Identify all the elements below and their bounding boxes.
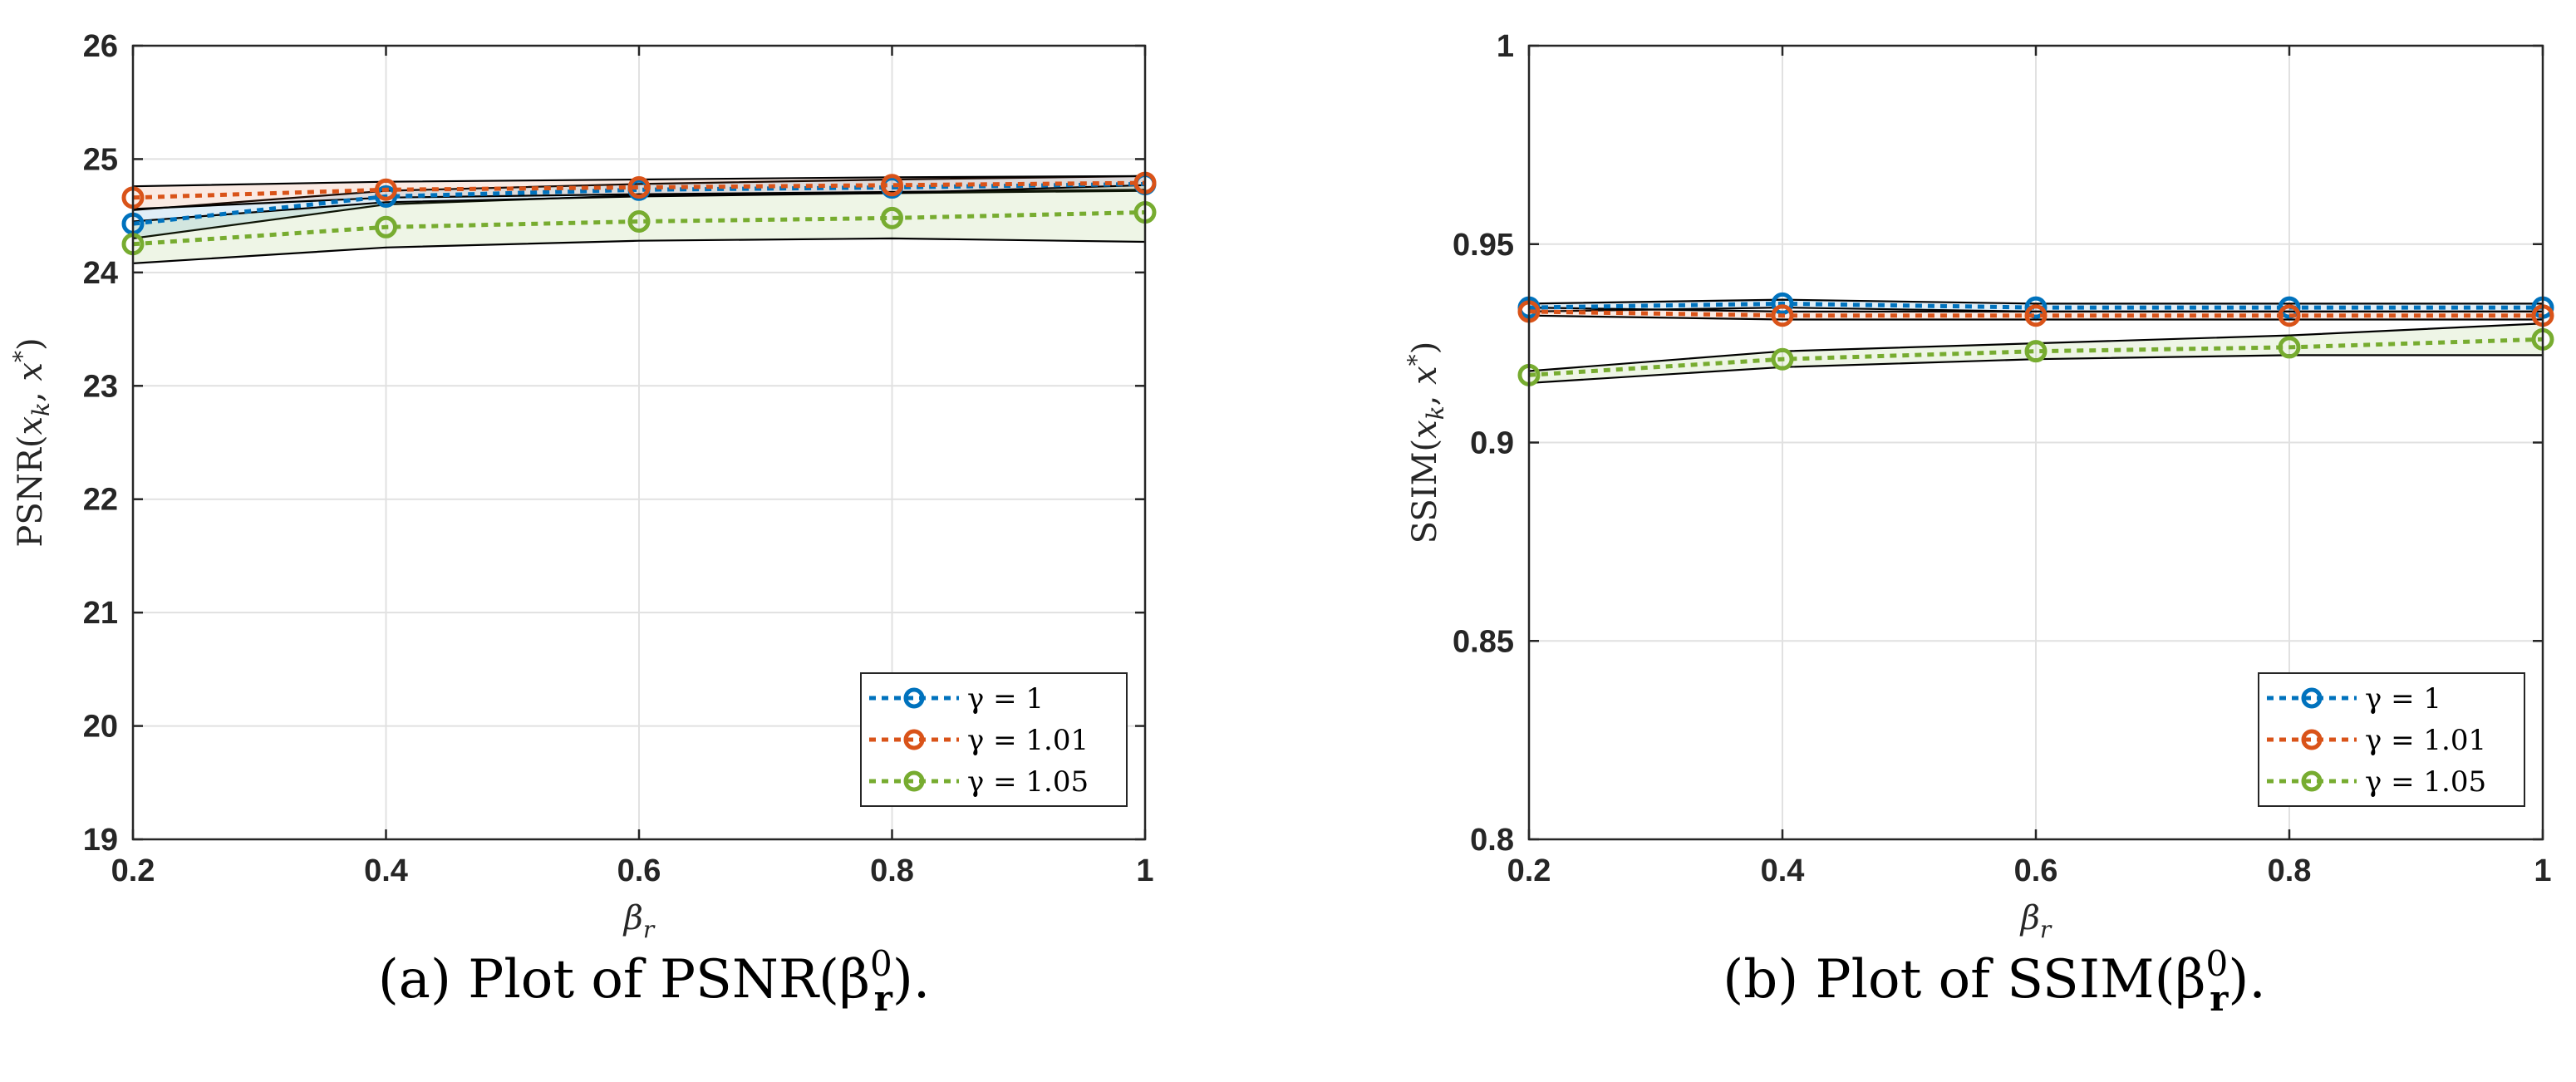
band-upper-edge (1528, 298, 2543, 305)
legend-label: γ = 1.05 (2365, 765, 2486, 799)
x-tick-label: 0.6 (617, 853, 661, 888)
x-tick-label: 0.4 (1761, 853, 1805, 888)
band-upper-edge (132, 175, 1146, 211)
legend-marker (903, 770, 925, 792)
legend-label: γ = 1 (967, 682, 1044, 716)
legend-label: γ = 1 (2365, 682, 2441, 716)
data-point (375, 178, 397, 201)
data-point (2024, 340, 2048, 363)
data-point (2278, 336, 2301, 359)
legend-marker (903, 729, 925, 750)
y-axis-label: SSIM(xk, x*) (1403, 342, 1449, 544)
legend-marker (2301, 770, 2323, 792)
y-axis-label-var: x (12, 416, 50, 435)
y-tick-label: 25 (83, 142, 118, 177)
y-tick-label: 0.85 (1453, 624, 1514, 659)
data-point (375, 215, 397, 239)
x-tick-label: 1 (2534, 853, 2551, 888)
x-axis-label-symbol: β (2019, 899, 2040, 937)
band-lower-edge (132, 237, 1146, 264)
legend-marker (903, 687, 925, 709)
x-axis-label-subscript: r (643, 916, 656, 943)
y-tick-label: 20 (83, 710, 118, 745)
y-axis-label-function: SSIM( (1406, 439, 1444, 543)
x-tick-label: 0.6 (2014, 853, 2058, 888)
data-point (375, 184, 397, 208)
data-point (627, 209, 651, 233)
legend-marker (2301, 687, 2323, 709)
confidence-band (133, 175, 1145, 209)
y-axis-label-var2: x (1406, 366, 1444, 385)
y-axis-label-sup: * (1403, 354, 1430, 366)
data-point (1771, 292, 1794, 315)
data-point (881, 206, 903, 229)
data-point (2278, 304, 2301, 327)
legend: γ = 1 γ = 1.01 γ = 1.05 (2258, 672, 2525, 807)
caption-subscript: r (2210, 978, 2229, 1019)
caption-tail: ). (2228, 949, 2265, 1011)
x-axis-label-subscript: r (2040, 916, 2052, 943)
figure-caption: (b) Plot of SSIM(β0 r). (1723, 943, 2265, 1019)
x-tick-label: 0.4 (364, 853, 408, 888)
x-axis-label: βr (622, 899, 656, 943)
band-lower-edge (1528, 314, 2543, 321)
data-point (2024, 304, 2048, 327)
y-tick-label: 23 (83, 369, 118, 404)
legend: γ = 1 γ = 1.01 γ = 1.05 (860, 672, 1128, 807)
x-tick-label: 1 (1136, 853, 1153, 888)
y-tick-label: 24 (83, 256, 118, 291)
y-axis-label-sub: k (1422, 406, 1449, 420)
caption-subscript: r (874, 978, 893, 1019)
data-point (1771, 347, 1794, 371)
legend-label: γ = 1.01 (967, 724, 1089, 757)
y-tick-label: 22 (83, 483, 118, 518)
y-axis-label-sup: * (8, 351, 36, 362)
caption-superscript: 0 (870, 943, 892, 984)
x-tick-label: 0.8 (2268, 853, 2312, 888)
data-point (881, 174, 903, 197)
legend-label: γ = 1.05 (967, 765, 1089, 799)
y-axis-label-close: ) (1406, 342, 1444, 355)
y-tick-label: 21 (83, 596, 118, 631)
data-point (2024, 296, 2048, 319)
x-axis-label-symbol: β (622, 899, 643, 937)
legend-label: γ = 1.01 (2365, 724, 2486, 757)
x-axis-label: βr (2019, 899, 2052, 943)
caption-text: (a) Plot of PSNR(β (378, 949, 870, 1011)
legend-marker (2301, 729, 2323, 750)
y-axis-label-function: PSNR( (12, 435, 50, 548)
y-tick-label: 1 (1497, 29, 1514, 64)
y-axis-label-var2: x (12, 362, 50, 381)
y-tick-label: 0.8 (1470, 823, 1514, 858)
y-axis-label-sep: , (12, 381, 50, 402)
y-axis-label-sep: , (1406, 385, 1444, 406)
x-tick-label: 0.2 (111, 853, 155, 888)
band-upper-edge (1528, 307, 2543, 312)
y-axis-label-sub: k (27, 402, 55, 416)
y-tick-label: 26 (83, 29, 118, 64)
caption-text: (b) Plot of SSIM(β (1723, 949, 2205, 1011)
y-tick-label: 0.9 (1470, 426, 1514, 461)
data-point (1771, 304, 1794, 327)
x-tick-label: 0.2 (1507, 853, 1551, 888)
figure-caption: (a) Plot of PSNR(β0 r). (378, 943, 930, 1019)
y-axis-label: PSNR(xk, x*) (8, 337, 55, 547)
y-axis-label-var: x (1406, 420, 1444, 439)
data-point (627, 176, 651, 199)
caption-superscript: 0 (2206, 943, 2229, 984)
y-axis-label-close: ) (12, 337, 50, 351)
caption-tail: ). (892, 949, 930, 1011)
y-tick-label: 19 (83, 823, 118, 858)
psnr-panel: 0.2 0.4 0.6 0.8 11920212223242526βrPSNR(xk, … (8, 29, 1157, 1019)
x-tick-label: 0.8 (870, 853, 914, 888)
y-tick-label: 0.95 (1453, 228, 1514, 263)
